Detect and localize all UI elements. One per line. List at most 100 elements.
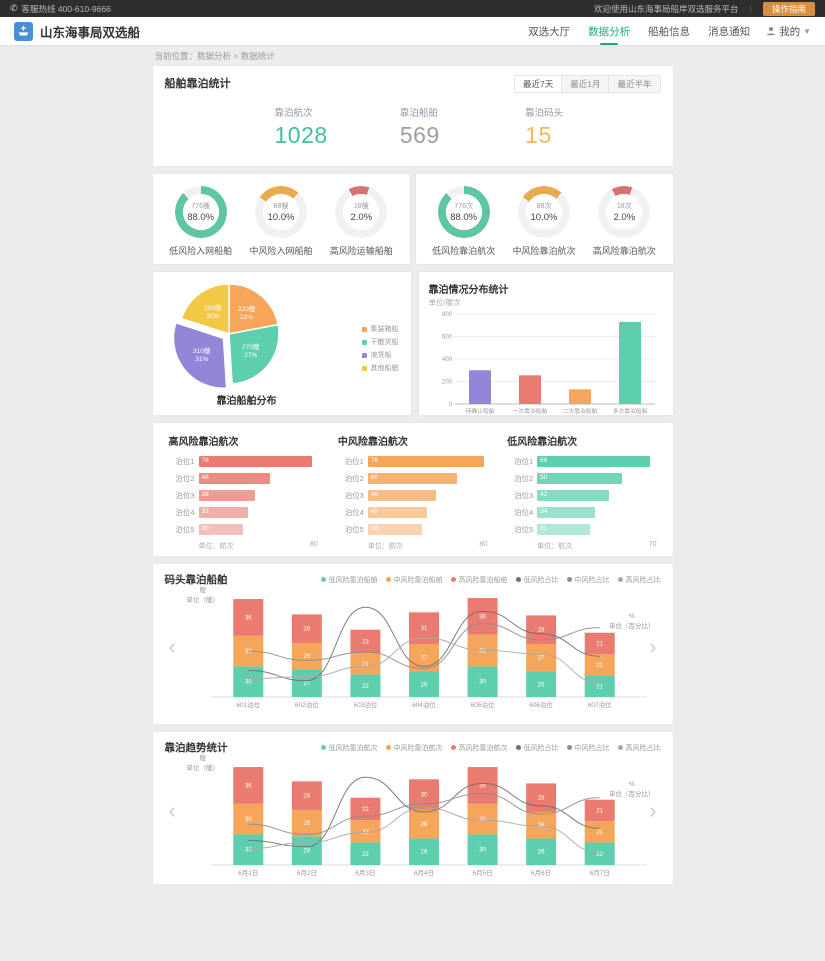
carousel-next-button[interactable]: › (649, 634, 657, 660)
svg-text:28: 28 (537, 796, 544, 802)
hbar-cat-label: 泊位4 (175, 508, 195, 517)
hbar-row: 泊位5 31 (507, 524, 656, 535)
gauge-pct: 10.0% (267, 211, 295, 223)
nav-item-0[interactable]: 双选大厅 (528, 25, 571, 38)
legend-item-1[interactable]: 中风险靠泊航次 (385, 743, 443, 753)
svg-text:800: 800 (441, 312, 452, 318)
pie-title: 靠泊船舶分布 (216, 396, 277, 407)
svg-text:200艘: 200艘 (204, 303, 222, 312)
hbar-cat-label: 泊位5 (513, 525, 534, 534)
pie-slice-2 (172, 321, 227, 389)
legend-item-5[interactable]: 高风险占比 (617, 743, 661, 753)
carousel-prev-button[interactable]: ‹ (168, 634, 176, 660)
nav-item-1[interactable]: 数据分析 (588, 20, 630, 43)
svg-text:6月1日: 6月1日 (238, 869, 258, 877)
stack2-right-axis-caption: % 单位（百分比） (609, 781, 655, 798)
hbar-track: 34 (537, 507, 656, 518)
trend-stack-card: 靠泊趋势统计 低风险靠泊航次 中风险靠泊航次 高风险靠泊航次 低风险占比 中风险占比 高风… (152, 732, 673, 886)
gauge-text: 88次 10.0% (518, 186, 570, 238)
stacked-bar-line-chart-dates: 30 30 36 6月1日 28 26 28 6月2日 22 22 22 6月3日 26 28 30 6月4日… (193, 757, 661, 886)
svg-text:多次靠泊船舶: 多次靠泊船舶 (612, 407, 647, 415)
gauge-value: 18艘 (353, 202, 369, 210)
svg-text:31%: 31% (195, 356, 208, 363)
carousel-next-button[interactable]: › (649, 798, 657, 824)
legend-dot (515, 577, 521, 582)
svg-text:22: 22 (362, 852, 369, 858)
svg-text:6月7日: 6月7日 (589, 869, 609, 877)
stat-1: 靠泊船舶 569 (400, 105, 525, 149)
gauge-label: 中风险入网船舶 (249, 245, 313, 256)
hbar-cat-label: 泊位3 (175, 491, 195, 500)
legend-item-1[interactable]: 中风险靠泊船舶 (385, 575, 443, 585)
svg-text:28: 28 (537, 628, 544, 634)
range-tab-1[interactable]: 最近1月 (562, 76, 610, 92)
legend-item-2[interactable]: 高风险靠泊航次 (450, 743, 508, 753)
pie-legend-item-3[interactable]: 其他船舶 (361, 363, 399, 373)
pie-legend-item-1[interactable]: 干散货船 (361, 337, 399, 347)
carousel-prev-button[interactable]: ‹ (168, 798, 176, 824)
legend-item-3[interactable]: 低风险占比 (515, 743, 559, 753)
legend-item-4[interactable]: 中风险占比 (566, 743, 610, 753)
hbar-title-mid: 中风险靠泊航次 (337, 437, 408, 448)
svg-text:22%: 22% (240, 314, 253, 321)
gauge-0-2: 18艘 2.0% 高风险运输船舶 (323, 176, 399, 257)
gauge-label: 高风险靠泊航次 (592, 245, 656, 256)
range-tab-0[interactable]: 最近7天 (515, 76, 563, 92)
hbar-unit-low: 单位：航次 (537, 543, 573, 550)
pie-legend-item-2[interactable]: 液货船 (361, 350, 399, 360)
stat-value: 15 (525, 122, 552, 148)
gauge-arc (174, 185, 227, 238)
legend-item-4[interactable]: 中风险占比 (566, 575, 610, 585)
svg-text:22: 22 (362, 807, 369, 813)
legend-item-2[interactable]: 高风险靠泊船舶 (450, 575, 508, 585)
legend-label: 干散货船 (370, 339, 399, 346)
nav-item-2[interactable]: 船舶信息 (648, 25, 691, 38)
svg-text:27%: 27% (244, 352, 257, 359)
vbar-title: 靠泊情况分布统计 (428, 285, 509, 296)
hbar-track: 30 (198, 524, 318, 535)
pie-slice-0 (227, 283, 279, 335)
gauge-ring: 776艘 88.0% (174, 185, 227, 238)
svg-text:310艘: 310艘 (193, 346, 211, 355)
hbar-row: 泊位1 78 (338, 456, 487, 467)
pie-slice-3 (180, 283, 230, 336)
svg-text:31: 31 (420, 626, 427, 632)
legend-item-3[interactable]: 低风险占比 (515, 575, 559, 585)
guide-button[interactable]: 操作指南 (762, 1, 815, 16)
stack1-legend: 低风险靠泊船舶 中风险靠泊船舶 高风险靠泊船舶 低风险占比 中风险占比 高风险占比 (320, 575, 661, 585)
legend-dot (566, 745, 572, 750)
svg-text:30: 30 (479, 680, 486, 686)
gauge-1-2: 18次 2.0% 高风险靠泊航次 (586, 176, 662, 257)
hbar-row: 泊位1 76 (169, 456, 318, 467)
user-icon (767, 27, 776, 36)
hbar-max-mid: 80 (479, 541, 488, 548)
svg-text:待确认船舶: 待确认船舶 (465, 407, 494, 415)
legend-item-0[interactable]: 低风险靠泊船舶 (320, 575, 378, 585)
range-tab-2[interactable]: 最近半年 (617, 79, 652, 89)
svg-text:27: 27 (303, 681, 310, 687)
legend-item-5[interactable]: 高风险占比 (617, 575, 661, 585)
app-logo[interactable] (14, 21, 33, 41)
user-menu[interactable]: 我的 ▼ (766, 24, 811, 39)
hbar-track: 76 (198, 456, 318, 467)
pie-legend-item-0[interactable]: 集装箱船 (361, 324, 399, 334)
svg-text:26: 26 (303, 821, 310, 827)
svg-text:25: 25 (537, 682, 544, 688)
svg-text:6月5日: 6月5日 (472, 869, 492, 877)
stat-value: 1028 (274, 122, 328, 148)
svg-text:30: 30 (244, 680, 251, 686)
legend-item-0[interactable]: 低风险靠泊航次 (320, 743, 378, 753)
gauge-pct: 2.0% (350, 211, 373, 223)
svg-text:30: 30 (420, 793, 427, 799)
ship-type-pie-card: 220艘 22% 270艘 27% 310艘 31% 200艘 20% 集装箱船 干散货船 液货船… (152, 272, 411, 415)
hbar-fill: 38 (198, 490, 256, 501)
gauge-0-0: 776艘 88.0% 低风险入网船舶 (163, 185, 239, 257)
stack1-left-axis-caption: 艘单位（艘） (186, 587, 220, 604)
svg-text:28: 28 (303, 849, 310, 855)
legend-dot (617, 745, 623, 750)
svg-text:601泊位: 601泊位 (236, 700, 260, 709)
hbar-track: 40 (367, 507, 487, 518)
nav-item-3[interactable]: 消息通知 (708, 25, 751, 38)
welcome-text: 欢迎使用山东海事局船岸双选服务平台 (593, 3, 739, 14)
legend-dot (515, 745, 521, 750)
